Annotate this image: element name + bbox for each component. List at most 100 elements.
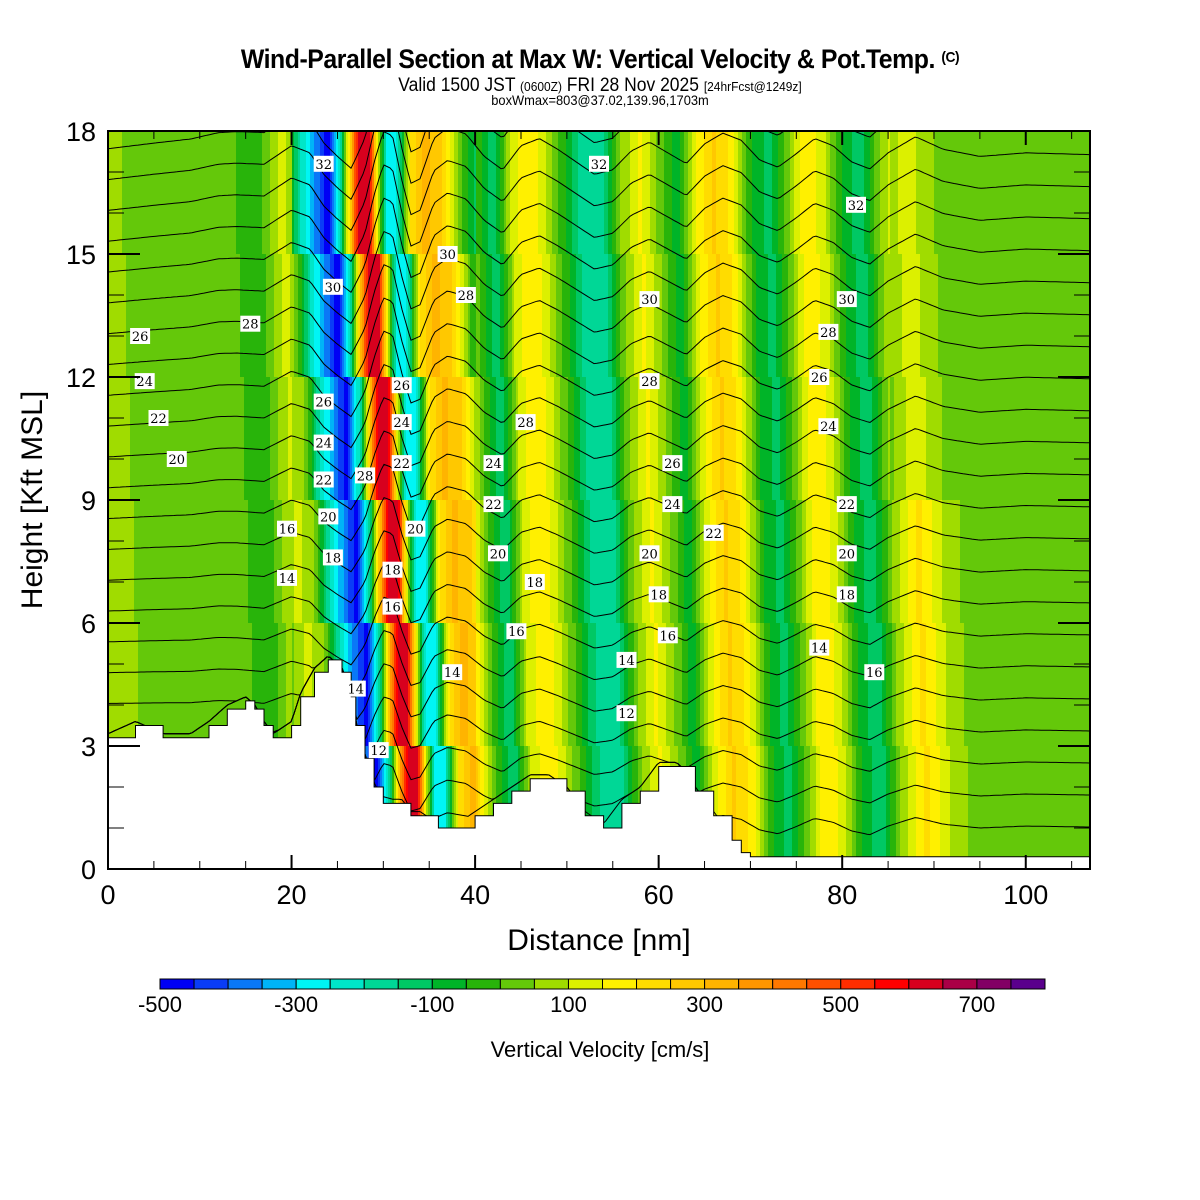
w-cell	[662, 623, 665, 747]
w-cell	[1068, 746, 1071, 869]
w-cell	[124, 377, 127, 501]
w-cell	[1014, 131, 1017, 255]
w-cell	[926, 131, 929, 255]
w-cell	[454, 623, 457, 747]
w-cell	[284, 623, 287, 747]
w-cell	[130, 131, 133, 255]
w-cell	[592, 377, 595, 501]
w-cell	[268, 254, 271, 378]
w-cell	[220, 254, 223, 378]
w-cell	[352, 254, 355, 378]
w-cell	[906, 377, 909, 501]
w-cell	[154, 377, 157, 501]
contour-label-bg	[818, 323, 839, 340]
contour-label-text: 14	[444, 666, 461, 681]
w-cell	[644, 131, 647, 255]
w-cell	[708, 377, 711, 501]
w-cell	[1040, 500, 1043, 624]
w-cell	[866, 623, 869, 747]
w-cell	[236, 131, 239, 255]
w-cell	[912, 254, 915, 378]
w-cell	[1010, 131, 1013, 255]
contour-label-bg	[836, 586, 857, 603]
w-cell	[720, 500, 723, 624]
w-cell	[784, 500, 787, 624]
w-cell	[876, 746, 879, 869]
w-cell	[462, 377, 465, 501]
w-cell	[198, 500, 201, 624]
w-cell	[430, 623, 433, 747]
w-cell	[478, 254, 481, 378]
w-cell	[736, 500, 739, 624]
w-cell	[866, 254, 869, 378]
w-cell	[810, 746, 813, 869]
w-cell	[976, 500, 979, 624]
contour-label: 28	[515, 414, 536, 431]
w-cell	[592, 254, 595, 378]
w-cell	[488, 623, 491, 747]
w-cell	[802, 377, 805, 501]
w-cell	[476, 623, 479, 747]
w-cell	[668, 623, 671, 747]
w-cell	[200, 131, 203, 255]
contour-label-bg	[616, 705, 637, 722]
w-cell	[952, 623, 955, 747]
contour-label-bg	[277, 569, 297, 586]
w-cell	[188, 623, 191, 747]
w-cell	[362, 131, 365, 255]
w-cell	[592, 746, 595, 869]
w-cell	[266, 131, 269, 255]
w-cell	[646, 377, 649, 501]
w-cell	[374, 377, 377, 501]
w-cell	[530, 377, 533, 501]
w-cell	[956, 131, 959, 255]
w-cell	[768, 131, 771, 255]
w-cell	[1056, 500, 1059, 624]
w-cell	[404, 500, 407, 624]
w-cell	[422, 746, 425, 869]
w-cell	[666, 254, 669, 378]
w-cell	[442, 500, 445, 624]
w-cell	[592, 623, 595, 747]
w-cell	[490, 746, 493, 869]
w-cell	[976, 623, 979, 747]
w-cell	[862, 623, 865, 747]
w-cell	[832, 746, 835, 869]
w-cell	[916, 131, 919, 255]
w-cell	[584, 500, 587, 624]
w-cell	[646, 254, 649, 378]
w-cell	[996, 746, 999, 869]
w-cell	[920, 377, 923, 501]
w-cell	[746, 254, 749, 378]
w-cell	[934, 254, 937, 378]
w-cell	[964, 131, 967, 255]
w-cell	[668, 254, 671, 378]
w-cell	[668, 500, 671, 624]
w-cell	[276, 254, 279, 378]
w-cell	[744, 131, 747, 255]
w-cell	[430, 500, 433, 624]
w-cell	[816, 623, 819, 747]
w-cell	[840, 623, 843, 747]
w-cell	[288, 254, 291, 378]
w-cell	[232, 623, 235, 747]
w-cell	[138, 254, 141, 378]
theta-contour-line	[108, 131, 1090, 200]
w-cell	[298, 500, 301, 624]
w-cell	[358, 254, 361, 378]
w-cell	[122, 131, 125, 255]
w-cell	[972, 500, 975, 624]
w-cell	[670, 377, 673, 501]
w-cell	[352, 377, 355, 501]
w-cell	[942, 623, 945, 747]
w-cell	[1012, 131, 1015, 255]
w-cell	[864, 623, 867, 747]
w-cell	[120, 500, 123, 624]
w-cell	[924, 623, 927, 747]
w-cell	[694, 623, 697, 747]
w-cell	[1060, 254, 1063, 378]
w-cell	[916, 254, 919, 378]
w-cell	[266, 254, 269, 378]
w-cell	[286, 500, 289, 624]
w-cell	[268, 500, 271, 624]
